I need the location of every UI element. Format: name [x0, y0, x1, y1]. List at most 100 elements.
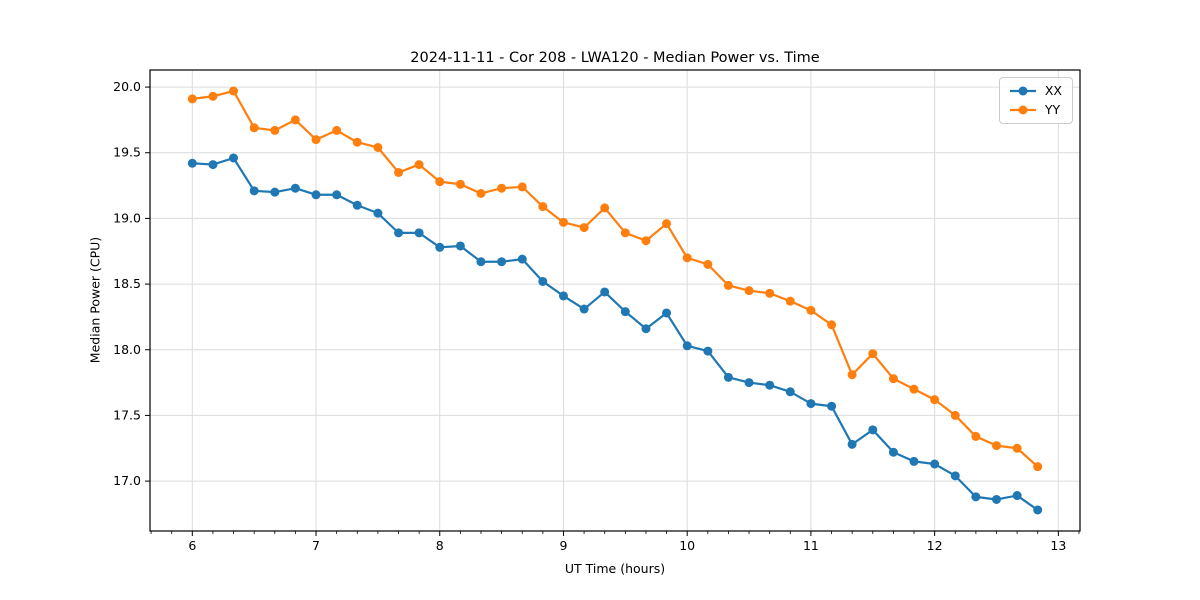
data-point [208, 91, 218, 101]
data-point [950, 410, 960, 420]
data-point [682, 253, 692, 263]
data-point [888, 447, 898, 457]
data-point [930, 395, 940, 405]
data-point [888, 374, 898, 384]
legend-item-yy: YY [1008, 102, 1062, 118]
data-point [497, 183, 507, 193]
data-point [394, 228, 404, 238]
data-point [270, 187, 280, 197]
x-tick-label: 11 [803, 538, 819, 553]
data-point [744, 286, 754, 296]
x-axis-label: UT Time (hours) [564, 561, 666, 576]
data-point [229, 153, 239, 163]
legend: XX YY [998, 77, 1073, 124]
series-xx-markers [187, 153, 1043, 515]
axes-spines [149, 69, 1081, 532]
series-yy-markers [187, 86, 1043, 472]
data-point [662, 308, 672, 318]
data-point [373, 142, 383, 152]
data-point [827, 401, 837, 411]
data-point [435, 177, 445, 187]
minor-ticks [150, 531, 1080, 534]
data-point [971, 431, 981, 441]
data-point [600, 203, 610, 213]
data-point [682, 341, 692, 351]
data-point [744, 378, 754, 388]
x-tick-label: 7 [312, 538, 320, 553]
y-tick-label: 20.0 [113, 79, 141, 94]
data-point [662, 219, 672, 229]
data-point [476, 257, 486, 267]
data-point [187, 94, 197, 104]
x-tick-label: 13 [1050, 538, 1066, 553]
chart-title: 2024-11-11 - Cor 208 - LWA120 - Median P… [410, 50, 820, 66]
data-point [620, 228, 630, 238]
data-point [827, 320, 837, 330]
data-point [538, 276, 548, 286]
data-point [352, 137, 362, 147]
data-point [1012, 491, 1022, 501]
y-tick-label: 17.5 [113, 407, 141, 422]
data-point [991, 494, 1001, 504]
ticks [145, 86, 1059, 536]
data-point [641, 324, 651, 334]
x-tick-label: 10 [679, 538, 695, 553]
data-point [703, 259, 713, 269]
data-point [270, 125, 280, 135]
data-point [868, 425, 878, 435]
data-point [765, 288, 775, 298]
data-point [538, 202, 548, 212]
data-point [579, 223, 589, 233]
data-point [311, 135, 321, 145]
data-point [249, 123, 259, 133]
data-point [971, 492, 981, 502]
data-point [641, 236, 651, 246]
data-point [476, 188, 486, 198]
data-point [435, 242, 445, 252]
data-point [229, 86, 239, 96]
data-point [414, 160, 424, 170]
data-point [332, 125, 342, 135]
data-point [497, 257, 507, 267]
data-point [352, 200, 362, 210]
data-point [455, 179, 465, 189]
data-point [1012, 443, 1022, 453]
data-point [558, 291, 568, 301]
data-point [249, 186, 259, 196]
data-point [311, 190, 321, 200]
data-point [373, 208, 383, 218]
data-point [394, 167, 404, 177]
data-point [1033, 505, 1043, 515]
legend-marker-xx [1009, 86, 1036, 96]
y-tick-label: 18.0 [113, 342, 141, 357]
data-point [991, 441, 1001, 451]
data-point [290, 115, 300, 125]
data-point [620, 307, 630, 317]
data-point [765, 380, 775, 390]
grid [150, 70, 1080, 531]
data-point [868, 349, 878, 359]
y-tick-label: 19.0 [113, 210, 141, 225]
data-point [909, 384, 919, 394]
data-point [600, 287, 610, 297]
data-point [558, 217, 568, 227]
data-point [290, 183, 300, 193]
data-point [1033, 462, 1043, 472]
legend-label-xx: XX [1044, 83, 1062, 98]
data-point [847, 370, 857, 380]
data-point [847, 439, 857, 449]
data-point [785, 387, 795, 397]
data-point [909, 456, 919, 466]
x-tick-label: 6 [188, 538, 196, 553]
data-point [806, 305, 816, 315]
data-point [703, 346, 713, 356]
series-yy-line [192, 89, 1039, 468]
data-point [455, 241, 465, 251]
x-tick-label: 8 [436, 538, 444, 553]
legend-label-yy: YY [1044, 102, 1061, 117]
data-point [187, 158, 197, 168]
data-point [806, 399, 816, 409]
legend-item-xx: XX [1008, 83, 1062, 99]
data-point [950, 471, 960, 481]
tick-labels: 6 7 8 9 10 11 12 13 17.0 17.5 18.0 18.5 19.0 19.5 20.0 [113, 79, 1066, 553]
